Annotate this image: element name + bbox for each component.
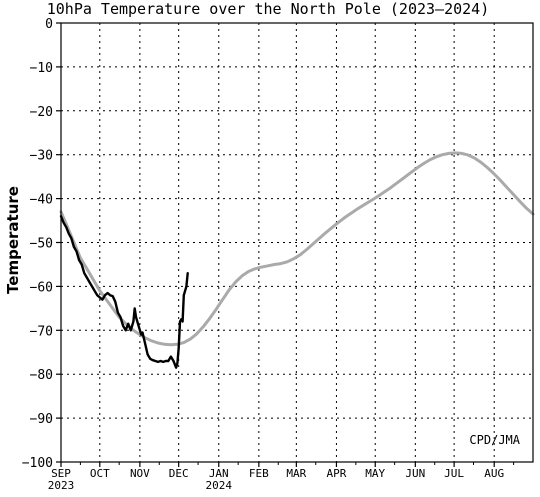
x-tick-label: AUG [484,467,504,480]
x-tick-label: MAR [286,467,306,480]
series-layer [59,151,535,369]
y-axis-label: Temperature [4,186,22,294]
x-year-label: 2024 [206,479,233,492]
x-tick-label: JUL [444,467,464,480]
y-tick-label: −100 [22,456,53,471]
credit-label: CPD/JMA [469,433,520,447]
y-tick-label: −20 [30,105,53,120]
x-tick-label: APR [327,467,347,480]
x-year-label: 2023 [48,479,75,492]
x-tick-label: JUN [405,467,425,480]
y-tick-label: −40 [30,193,53,208]
plot-frame [60,22,534,463]
y-tick-label: 0 [45,17,53,32]
y-tick-label: −30 [30,149,53,164]
y-tick-label: −60 [30,280,53,295]
x-tick-label: OCT [90,467,110,480]
x-tick-label: NOV [130,467,150,480]
x-tick-label: JAN [209,467,229,480]
y-tick-label: −80 [30,368,53,383]
observed-line [59,214,189,369]
y-tick-label: −70 [30,324,53,339]
y-tick-label: −10 [30,61,53,76]
grid [61,23,533,462]
climatology-line [59,151,535,347]
x-tick-label: SEP [51,467,71,480]
x-tick-label: MAY [365,467,385,480]
x-tick-label: DEC [169,467,189,480]
y-tick-label: −90 [30,412,53,427]
x-tick-label: FEB [249,467,269,480]
y-tick-label: −50 [30,237,53,252]
chart-title: 10hPa Temperature over the North Pole (2… [47,0,490,18]
